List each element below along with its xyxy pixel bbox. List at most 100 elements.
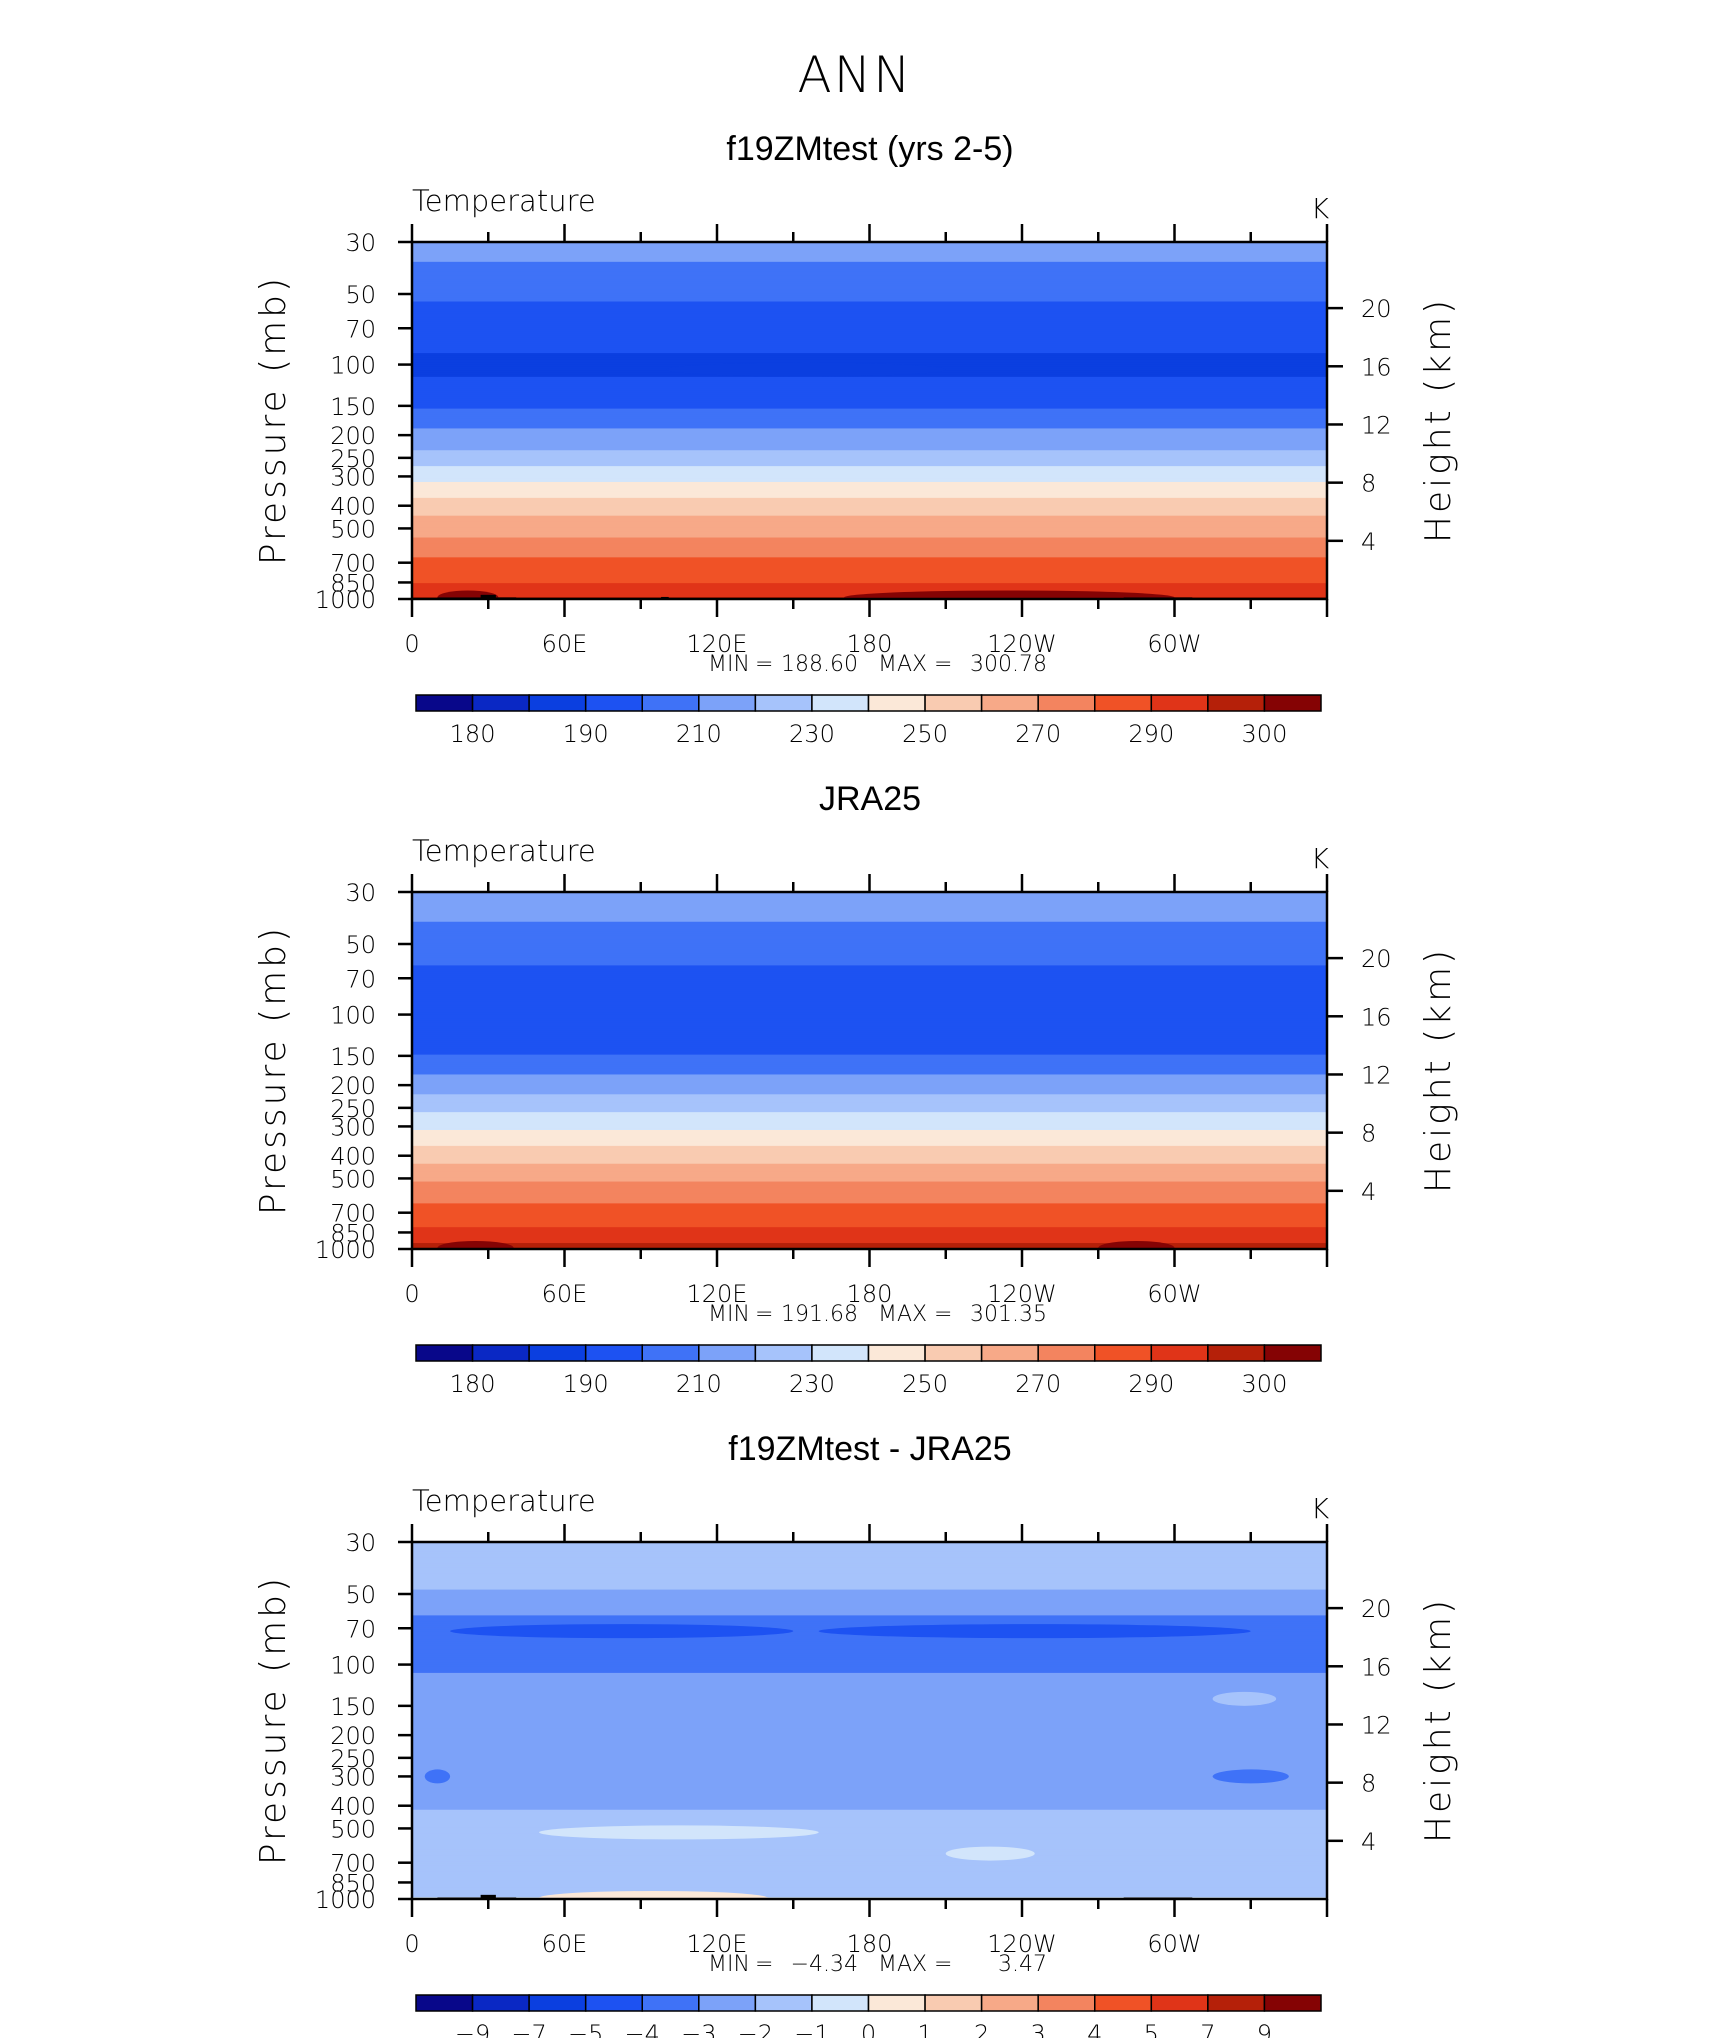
contour-band [412, 305, 1327, 309]
contour-band [412, 1233, 1327, 1236]
contour-band [412, 1139, 1327, 1143]
contour-band [412, 521, 1327, 525]
y-tick-label: 150 [330, 393, 376, 421]
contour-band [412, 1742, 1327, 1745]
contour-band [412, 1766, 1327, 1769]
contour-band [412, 567, 1327, 570]
x-tick-label: 60W [1147, 1280, 1201, 1308]
contour-band [412, 1698, 1327, 1702]
colorbar-box [1263, 694, 1322, 712]
contour-band [412, 1613, 1327, 1616]
contour-band [412, 456, 1327, 459]
contour-band [412, 1692, 1327, 1696]
topography-mask [480, 1894, 496, 1899]
contour-band [412, 243, 1327, 247]
colorbar-box [1037, 1994, 1096, 2012]
contour-band [412, 279, 1327, 283]
colorbar-label: 5 [1144, 2020, 1159, 2038]
contour-band [412, 315, 1327, 318]
contour-band [412, 1241, 1327, 1244]
max-eq: = [934, 652, 952, 677]
contour-band [412, 1559, 1327, 1563]
contour-band [412, 412, 1327, 416]
contour-band [412, 509, 1327, 513]
contour-feature [539, 1890, 768, 1899]
contour-band [412, 1542, 1327, 1545]
contour-band [412, 1625, 1327, 1628]
contour-band [412, 1712, 1327, 1716]
contour-band [412, 893, 1327, 897]
contour-band [412, 450, 1327, 453]
x-tick-label: 120E [687, 1930, 748, 1958]
y-tick-label: 200 [330, 422, 376, 450]
contour-band [412, 1780, 1327, 1783]
colorbar-label: −4 [625, 2020, 660, 2038]
contour-band [412, 420, 1327, 424]
y-tick-label: 250 [330, 1745, 376, 1773]
contour-band [412, 1668, 1327, 1672]
contour-band [412, 1175, 1327, 1179]
y-tick-label: 850 [330, 1219, 376, 1247]
contour-band [412, 1064, 1327, 1068]
contour-band [412, 1754, 1327, 1757]
y-tick-label: 100 [330, 352, 376, 380]
contour-band [412, 1728, 1327, 1732]
contour-band [412, 523, 1327, 527]
contour-band [412, 1589, 1327, 1593]
contour-band [412, 1044, 1327, 1048]
contour-band [412, 1030, 1327, 1034]
contour-band [412, 1887, 1327, 1890]
contour-band [412, 491, 1327, 495]
contour-band [412, 1547, 1327, 1551]
contour-band [412, 1040, 1327, 1044]
contour-band [412, 1151, 1327, 1155]
contour-band [412, 1857, 1327, 1860]
contour-band [412, 929, 1327, 933]
contour-band [412, 1569, 1327, 1573]
max-value: 300.78 [970, 652, 1047, 677]
contour-band [412, 1722, 1327, 1726]
contour-band [412, 1217, 1327, 1220]
contour-band [412, 907, 1327, 911]
contour-band [412, 380, 1327, 384]
contour-band [412, 345, 1327, 348]
y-tick-label: 70 [345, 315, 376, 343]
contour-band [412, 981, 1327, 984]
contour-band [412, 1676, 1327, 1680]
contour-band [412, 1807, 1327, 1811]
contour-band [412, 313, 1327, 316]
contour-band [412, 483, 1327, 487]
contour-feature [945, 1846, 1035, 1861]
max-eq: = [934, 1952, 952, 1977]
contour-band [412, 1011, 1327, 1014]
contour-band [412, 321, 1327, 324]
colorbar: 180 190 210 230 250 270 290 300 [415, 694, 1322, 748]
contour-band [412, 1847, 1327, 1851]
contour-band [412, 549, 1327, 552]
contour-band [412, 339, 1327, 342]
contour-band [412, 442, 1327, 445]
contour-band [412, 1603, 1327, 1607]
colorbar-label: 230 [789, 1370, 835, 1398]
contour-band [412, 1778, 1327, 1781]
contour-band [412, 1785, 1327, 1789]
colorbar-label: 300 [1242, 1370, 1288, 1398]
contour-band [412, 329, 1327, 332]
contour-band [412, 1130, 1327, 1133]
contour-band [412, 1855, 1327, 1858]
contour-band [412, 1086, 1327, 1089]
min-value: 191.68 [781, 1302, 858, 1327]
contour-band [412, 1678, 1327, 1682]
y-tick-label: 400 [330, 1793, 376, 1821]
contour-band [412, 1120, 1327, 1123]
contour-band [412, 529, 1327, 533]
contour-band [412, 1657, 1327, 1660]
contour-band [412, 1690, 1327, 1694]
contour-band [412, 267, 1327, 271]
contour-feature [666, 362, 946, 377]
contour-band [412, 1621, 1327, 1624]
contour-band [412, 1635, 1327, 1638]
contour-band [412, 1573, 1327, 1577]
contour-band [412, 1827, 1327, 1831]
contour-band [412, 1597, 1327, 1601]
